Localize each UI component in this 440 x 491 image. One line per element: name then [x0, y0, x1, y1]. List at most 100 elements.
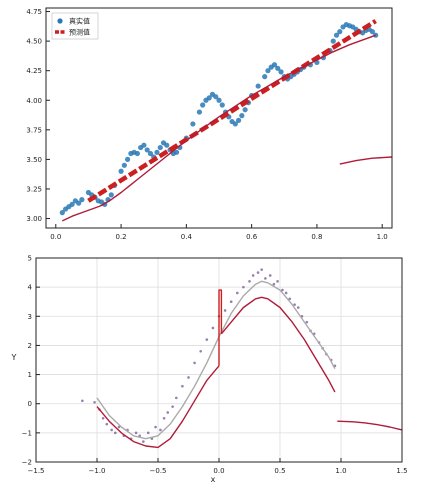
- data-point: [232, 121, 238, 127]
- data-point: [200, 102, 206, 108]
- data-point: [242, 285, 245, 289]
- data-point: [248, 280, 251, 283]
- data-point: [271, 62, 278, 68]
- plot-frame: [45, 7, 393, 229]
- series-line-2: [87, 19, 377, 203]
- x-tick-label: 0.6: [246, 233, 258, 241]
- data-point: [190, 121, 196, 127]
- x-tick-label: 0.4: [181, 233, 193, 241]
- data-point: [333, 32, 340, 38]
- data-point: [159, 428, 162, 432]
- data-point: [288, 297, 292, 301]
- data-point: [134, 150, 140, 157]
- data-point: [76, 200, 82, 206]
- data-point: [69, 201, 75, 207]
- data-point: [93, 400, 96, 404]
- data-point: [264, 277, 267, 280]
- data-point: [171, 405, 174, 408]
- data-point: [125, 156, 131, 162]
- legend-box: [51, 12, 99, 40]
- data-point: [175, 396, 178, 400]
- data-point: [276, 280, 279, 283]
- series-scatter-1: [81, 268, 337, 443]
- y-tick-label: −2: [22, 459, 32, 467]
- data-point: [162, 416, 166, 420]
- data-point: [256, 271, 260, 274]
- data-point: [114, 431, 117, 435]
- data-point: [211, 326, 215, 330]
- data-point: [305, 320, 309, 324]
- series-line-2: [96, 280, 336, 440]
- data-point: [262, 74, 268, 80]
- x-tick-label: 1.0: [335, 467, 346, 475]
- data-point: [187, 376, 190, 379]
- data-point: [59, 210, 65, 216]
- data-point: [330, 38, 336, 44]
- data-point: [154, 149, 160, 155]
- data-point: [199, 349, 202, 353]
- data-point: [144, 147, 150, 153]
- data-point: [141, 142, 147, 148]
- data-point: [134, 431, 138, 435]
- data-point: [216, 97, 222, 103]
- chart-2: −1.5 −1.0 −0.5 0.0 0.5 1.0 1.5 −2 −1 0 1 2 3 4 5 x Y: [11, 255, 408, 485]
- data-point: [206, 95, 212, 101]
- chart-1: 0.0 0.2 0.4 0.6 0.8 1.0 3.00 3.25 3.50 3.75 4.00 4.…: [26, 7, 393, 241]
- data-point: [166, 411, 170, 414]
- data-point: [284, 291, 288, 295]
- y-tick-label: −1: [22, 429, 32, 437]
- y-tick-label: 3.25: [26, 185, 42, 193]
- x-tick-label: 0.5: [274, 467, 285, 475]
- data-point: [242, 107, 248, 113]
- data-point: [110, 428, 113, 432]
- data-point: [293, 303, 296, 306]
- data-point: [235, 117, 242, 123]
- y-tick-label: 3.50: [26, 156, 42, 164]
- series-line-3: [96, 365, 220, 449]
- data-point: [196, 109, 203, 115]
- x-tick-label: −0.5: [150, 467, 167, 475]
- data-point: [281, 288, 284, 292]
- series-line-5: [220, 296, 336, 393]
- data-point: [251, 274, 255, 277]
- data-point: [118, 168, 124, 174]
- x-tick-label: 0.2: [116, 233, 127, 241]
- y-tick-label: 1: [28, 371, 32, 379]
- data-point: [146, 431, 150, 435]
- data-point: [369, 29, 376, 35]
- data-point: [181, 384, 184, 388]
- data-point: [117, 425, 121, 429]
- data-point: [193, 361, 196, 365]
- y-tick-label: 4: [28, 284, 33, 292]
- data-point: [142, 440, 145, 443]
- x-tick-label: 1.0: [377, 233, 388, 241]
- y-tick-label: 3.00: [26, 215, 42, 223]
- data-point: [164, 142, 170, 148]
- data-point: [79, 197, 85, 203]
- data-point: [219, 102, 225, 108]
- data-point: [275, 65, 281, 71]
- data-point: [154, 425, 157, 429]
- data-point: [278, 69, 284, 75]
- y-tick-label: 4.50: [26, 38, 42, 46]
- data-point: [147, 150, 154, 157]
- series-line-6: [337, 420, 403, 431]
- series-line-3: [61, 34, 376, 222]
- data-point: [205, 338, 209, 341]
- data-point: [108, 192, 114, 198]
- y-tick-label: 4.75: [26, 8, 42, 16]
- series-line-4: [218, 289, 223, 366]
- x-axis-label: x: [211, 475, 216, 484]
- data-point: [105, 422, 109, 426]
- data-point: [239, 113, 245, 119]
- data-point: [213, 94, 219, 100]
- data-point: [260, 268, 264, 271]
- x-tick-label: 0.0: [50, 233, 61, 241]
- legend-marker: [57, 18, 63, 24]
- x-tick-label: −1.0: [89, 467, 106, 475]
- x-tick-label: 0.8: [311, 233, 322, 241]
- y-tick-label: 5: [28, 255, 32, 263]
